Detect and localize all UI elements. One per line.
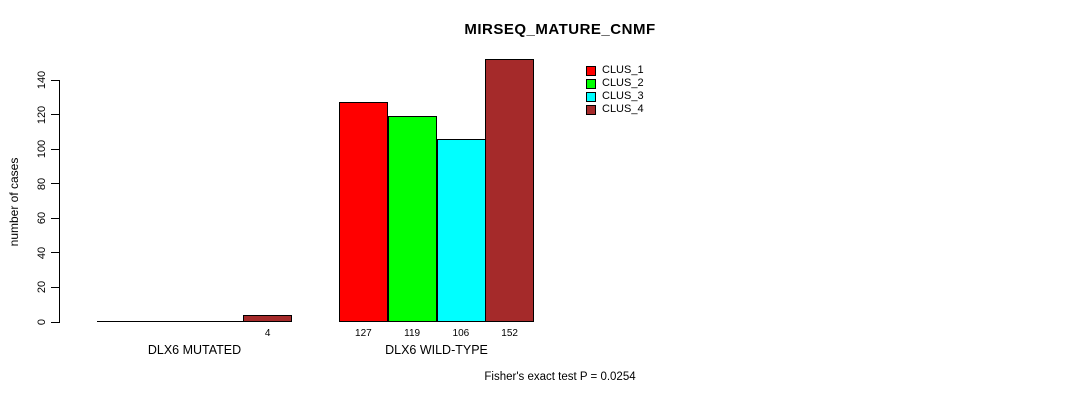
bar-clus_1 bbox=[339, 102, 388, 322]
legend-swatch-icon bbox=[586, 65, 596, 76]
legend-swatch-icon bbox=[586, 91, 596, 102]
y-tick-label: 120 bbox=[36, 105, 48, 124]
y-tick-label: 20 bbox=[36, 281, 48, 294]
bar-clus_3 bbox=[437, 139, 486, 322]
y-tick-mark bbox=[51, 286, 59, 288]
y-tick-label: 100 bbox=[36, 139, 48, 159]
y-tick-mark bbox=[51, 79, 59, 81]
chart-title: MIRSEQ_MATURE_CNMF bbox=[464, 21, 656, 38]
bar-clus_2 bbox=[388, 116, 437, 322]
legend-swatch-icon bbox=[586, 78, 596, 89]
legend-label: CLUS_1 bbox=[602, 64, 644, 76]
legend-label: CLUS_4 bbox=[602, 103, 644, 115]
legend: CLUS_1 CLUS_2 CLUS_3 CLUS_4 bbox=[586, 64, 644, 116]
legend-label: CLUS_3 bbox=[602, 90, 644, 102]
y-tick-label: 140 bbox=[36, 70, 48, 90]
legend-item: CLUS_4 bbox=[586, 103, 644, 116]
y-axis-line bbox=[59, 80, 60, 323]
bar-value-label: 4 bbox=[264, 328, 271, 339]
y-tick-label: 0 bbox=[36, 318, 48, 326]
legend-item: CLUS_3 bbox=[586, 90, 644, 103]
footnote-text: Fisher's exact test P = 0.0254 bbox=[484, 371, 636, 383]
legend-label: CLUS_2 bbox=[602, 77, 644, 89]
bar-clus_1 bbox=[97, 321, 146, 322]
y-axis-label: number of cases bbox=[7, 157, 21, 247]
bar-clus_4 bbox=[485, 59, 534, 322]
y-tick-mark bbox=[51, 321, 59, 323]
legend-swatch-icon bbox=[586, 104, 596, 115]
y-tick-label: 40 bbox=[36, 246, 48, 259]
legend-item: CLUS_1 bbox=[586, 64, 644, 77]
bar-value-label: 119 bbox=[404, 328, 421, 339]
legend-item: CLUS_2 bbox=[586, 77, 644, 90]
y-tick-mark bbox=[51, 217, 59, 219]
bar-clus_3 bbox=[195, 321, 244, 322]
y-tick-label: 60 bbox=[36, 212, 48, 225]
bar-value-label: 127 bbox=[355, 328, 372, 339]
bar-value-label: 152 bbox=[501, 328, 518, 339]
y-tick-mark bbox=[51, 183, 59, 185]
y-tick-mark bbox=[51, 148, 59, 150]
x-group-label: DLX6 WILD-TYPE bbox=[385, 343, 488, 357]
y-tick-mark bbox=[51, 252, 59, 254]
bar-value-label: 106 bbox=[452, 328, 470, 339]
bar-clus_2 bbox=[146, 321, 195, 322]
x-group-label: DLX6 MUTATED bbox=[147, 343, 242, 357]
y-tick-label: 80 bbox=[36, 177, 48, 190]
y-tick-mark bbox=[51, 114, 59, 116]
bar-clus_4 bbox=[243, 315, 292, 322]
